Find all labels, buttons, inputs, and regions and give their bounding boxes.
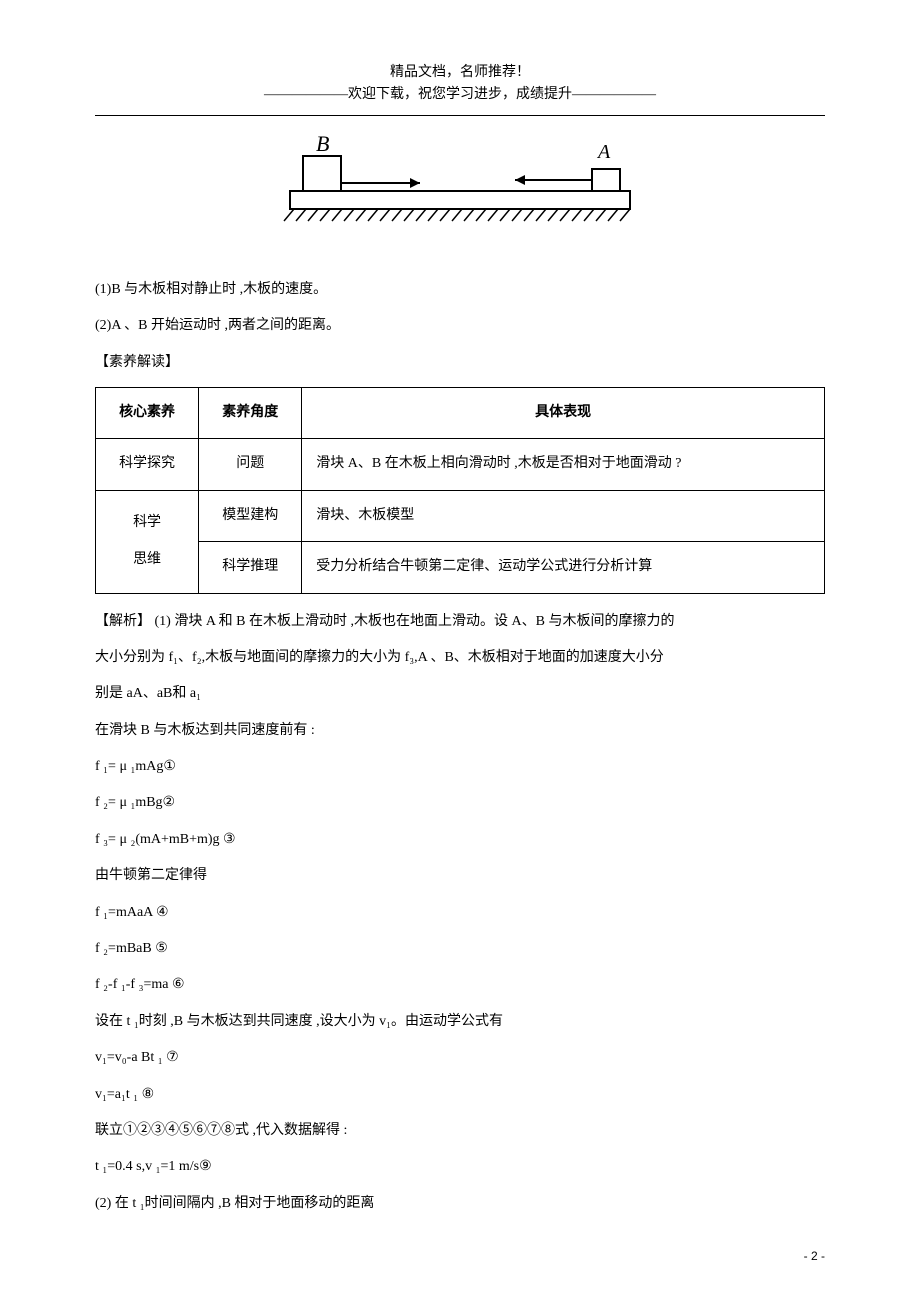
- analysis-line: 【解析】 (1) 滑块 A 和 B 在木板上滑动时 ,木板也在地面上滑动。设 A…: [95, 604, 825, 640]
- table-row: 科学 思维 模型建构 滑块、木板模型: [96, 490, 825, 541]
- page: 精品文档，名师推荐！ ——————欢迎下载，祝您学习进步，成绩提升—————— …: [0, 0, 920, 1303]
- label-B: B: [316, 136, 329, 156]
- cell: 科学探究: [96, 439, 199, 490]
- cell: 科学推理: [199, 542, 302, 593]
- analysis-line: t ₁=0.4 s,v ₁=1 m/s⑨: [95, 1149, 825, 1185]
- header-line-2: ——————欢迎下载，祝您学习进步，成绩提升——————: [95, 84, 825, 106]
- cell: 滑块 A、B 在木板上相向滑动时 ,木板是否相对于地面滑动 ?: [302, 439, 825, 490]
- analysis-line: f ₁=mAaA ④: [95, 895, 825, 931]
- question-1: (1)B 与木板相对静止时 ,木板的速度。: [95, 272, 825, 308]
- analysis-line: 别是 aA、aB和 a₁: [95, 676, 825, 712]
- cell: 科学 思维: [96, 490, 199, 593]
- col-header: 素养角度: [199, 387, 302, 438]
- page-header: 精品文档，名师推荐！ ——————欢迎下载，祝您学习进步，成绩提升——————: [95, 62, 825, 107]
- analysis-line: f ₂= μ ₁mBg②: [95, 785, 825, 821]
- analysis-line: f ₁= μ ₁mAg①: [95, 749, 825, 785]
- body: (1)B 与木板相对静止时 ,木板的速度。 (2)A 、B 开始运动时 ,两者之…: [95, 272, 825, 1222]
- col-header: 核心素养: [96, 387, 199, 438]
- col-header: 具体表现: [302, 387, 825, 438]
- table-row: 核心素养 素养角度 具体表现: [96, 387, 825, 438]
- analysis-line: 由牛顿第二定律得: [95, 858, 825, 894]
- analysis-line: f ₂=mBaB ⑤: [95, 931, 825, 967]
- physics-diagram: B A: [270, 136, 650, 246]
- table-row: 科学探究 问题 滑块 A、B 在木板上相向滑动时 ,木板是否相对于地面滑动 ?: [96, 439, 825, 490]
- page-number: - 2 -: [804, 1249, 825, 1263]
- analysis-line: (2) 在 t ₁时间间隔内 ,B 相对于地面移动的距离: [95, 1186, 825, 1222]
- analysis-line: v₁=a₁t ₁ ⑧: [95, 1077, 825, 1113]
- question-2: (2)A 、B 开始运动时 ,两者之间的距离。: [95, 308, 825, 344]
- cell: 问题: [199, 439, 302, 490]
- suyang-label: 【素养解读】: [95, 345, 825, 381]
- analysis-line: 大小分别为 f₁、f₂,木板与地面间的摩擦力的大小为 f₃,A 、B、木板相对于…: [95, 640, 825, 676]
- table-row: 科学推理 受力分析结合牛顿第二定律、运动学公式进行分析计算: [96, 542, 825, 593]
- analysis-line: 在滑块 B 与木板达到共同速度前有 :: [95, 713, 825, 749]
- divider: [95, 115, 825, 116]
- analysis-line: v₁=v₀-a Bt ₁ ⑦: [95, 1040, 825, 1076]
- cell: 滑块、木板模型: [302, 490, 825, 541]
- analysis-line: 设在 t ₁时刻 ,B 与木板达到共同速度 ,设大小为 v₁。由运动学公式有: [95, 1004, 825, 1040]
- text: 别是 aA、aB和 a₁: [95, 686, 201, 701]
- label-A: A: [596, 141, 611, 163]
- cell: 受力分析结合牛顿第二定律、运动学公式进行分析计算: [302, 542, 825, 593]
- header-line-1: 精品文档，名师推荐！: [95, 62, 825, 84]
- analysis-line: f ₂-f ₁-f ₃=ma ⑥: [95, 967, 825, 1003]
- cell: 模型建构: [199, 490, 302, 541]
- analysis-line: 联立①②③④⑤⑥⑦⑧式 ,代入数据解得 :: [95, 1113, 825, 1149]
- analysis-line: f ₃= μ ₂(mA+mB+m)g ③: [95, 822, 825, 858]
- suyang-table: 核心素养 素养角度 具体表现 科学探究 问题 滑块 A、B 在木板上相向滑动时 …: [95, 387, 825, 594]
